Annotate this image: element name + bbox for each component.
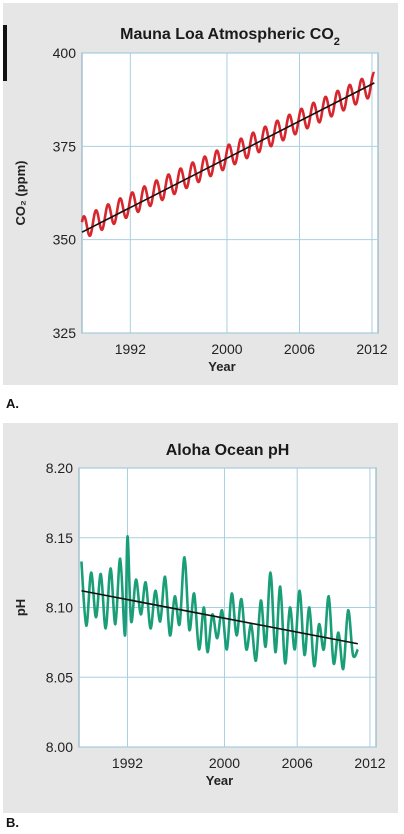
corner-mark	[3, 25, 7, 81]
grid	[82, 52, 378, 334]
x-tick-label: 2000	[209, 755, 240, 771]
y-axis-label: CO₂ (ppm)	[13, 161, 28, 226]
panel-label-a: A.	[6, 396, 19, 411]
x-axis-label: Year	[206, 773, 233, 788]
y-tick-label: 325	[53, 325, 77, 341]
x-tick-label: 2000	[211, 341, 242, 357]
x-tick-label: 2006	[282, 755, 313, 771]
x-axis-label: Year	[208, 359, 235, 374]
x-tick-label: 1992	[112, 755, 143, 771]
x-tick-label: 2012	[354, 755, 385, 771]
panel-a: 325 350 375 400 1992 2000 2006 2012 Mauna Loa At…	[3, 3, 398, 385]
trend-line	[81, 82, 375, 233]
series-seasonal-line	[80, 71, 376, 238]
y-axis-label: pH	[13, 599, 28, 616]
panel-b: 8.00 8.05 8.10 8.15 8.20 1992 2000 2006 2012 Aloh…	[3, 423, 398, 813]
ph-chart: 8.00 8.05 8.10 8.15 8.20 1992 2000 2006 2012 Aloh…	[13, 442, 386, 788]
x-tick-label: 1992	[115, 341, 146, 357]
chart-title-subscript: 2	[334, 36, 340, 48]
co2-chart: 325 350 375 400 1992 2000 2006 2012 Mauna Loa At…	[13, 26, 388, 374]
y-tick-label: 8.10	[46, 600, 73, 616]
y-tick-label: 8.20	[46, 460, 73, 476]
trend-line	[81, 589, 358, 645]
y-tick-label: 8.00	[46, 739, 73, 755]
series-measured-line	[80, 535, 359, 671]
panel-label-b: B.	[6, 815, 19, 830]
y-tick-label: 400	[53, 45, 77, 61]
y-tick-label: 8.05	[46, 669, 73, 685]
plot-area	[81, 52, 379, 334]
chart-title: Mauna Loa Atmospheric CO2	[120, 26, 340, 48]
y-tick-label: 8.15	[46, 530, 73, 546]
x-tick-label: 2012	[356, 341, 387, 357]
y-tick-label: 375	[53, 138, 77, 154]
chart-title: Aloha Ocean pH	[166, 442, 290, 459]
x-tick-label: 2006	[284, 341, 315, 357]
y-tick-label: 350	[53, 232, 77, 248]
